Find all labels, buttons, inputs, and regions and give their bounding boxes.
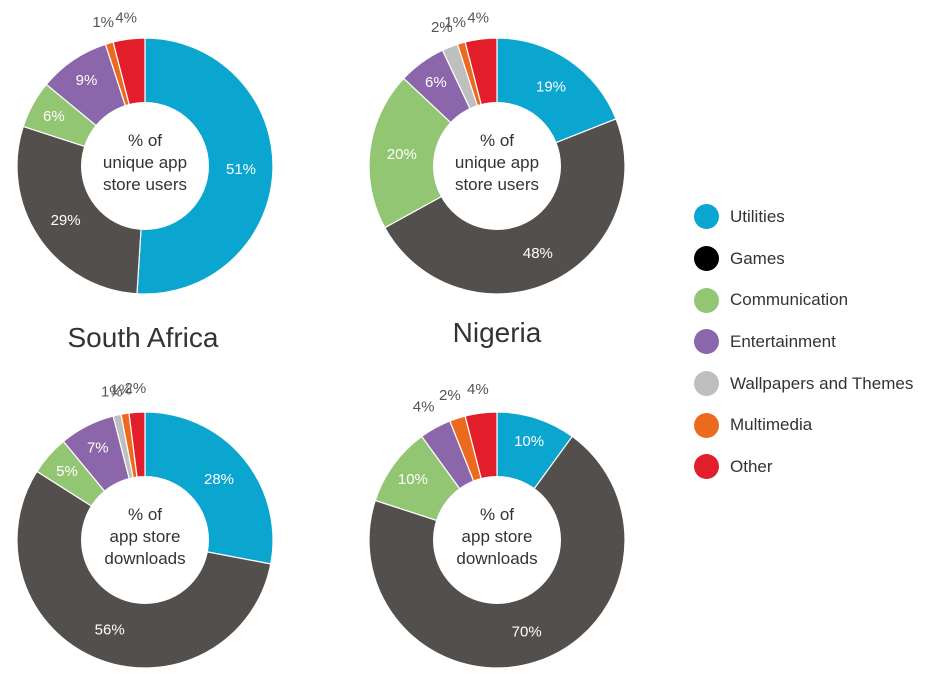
slice-label-wallpapers-and-themes: 1% (101, 383, 123, 400)
slice-label-games: 70% (512, 623, 542, 640)
legend-swatch-games (694, 246, 719, 272)
donut-chart-1: 51% 29% 6% 9% 1% 4% % of unique app store users (16, 9, 274, 295)
donut-chart-2: 19% 48% 20% 6% 2%1% 4% % of unique app store use… (368, 9, 626, 295)
slice-label-utilities: 19% (536, 79, 566, 96)
slice-label-other: 4% (467, 9, 489, 26)
slice-label-utilities: 28% (204, 471, 234, 488)
center-label-line: downloads (104, 549, 185, 568)
slice-label-games: 29% (51, 212, 81, 229)
legend-label: Communication (730, 290, 849, 310)
legend-item-entertainment: Entertainment (694, 321, 913, 363)
legend-swatch-other (694, 454, 719, 480)
legend-label: Games (730, 248, 785, 268)
center-label-line: % of (480, 131, 514, 150)
donut-chart-3: 28% 56% 5% 7% 1%1%2% % of app store downloads (16, 380, 274, 669)
center-label-line: unique app (455, 153, 539, 172)
center-label-line: % of (480, 505, 514, 524)
center-label-line: unique app (103, 153, 187, 172)
slice-label-entertainment: 9% (76, 72, 98, 89)
slice-label-multimedia: 1% (92, 14, 114, 31)
slice-label-wallpapers-and-themes: 2% (431, 19, 453, 36)
title-nigeria: Nigeria (452, 317, 542, 348)
slice-label-multimedia: 2% (439, 387, 461, 404)
slice-label-communication: 6% (43, 108, 65, 125)
slice-label-communication: 10% (398, 471, 428, 488)
center-label-line: % of (128, 131, 162, 150)
legend-label: Multimedia (730, 415, 813, 435)
legend-item-utilities: Utilities (694, 196, 913, 238)
slice-label-multimedia: 1% (444, 14, 466, 31)
slice-label-utilities: 10% (514, 433, 544, 450)
slice-label-entertainment: 6% (425, 74, 447, 91)
center-label-line: app store (110, 527, 181, 546)
slice-label-games: 48% (523, 245, 553, 262)
center-label-line: app store (462, 527, 533, 546)
center-label-line: store users (455, 175, 539, 194)
legend: Utilities Games Communication Entertainm… (694, 196, 913, 488)
slice-label-entertainment: 7% (87, 439, 109, 456)
legend-swatch-entertainment (694, 329, 719, 355)
slice-label-utilities: 51% (226, 161, 256, 178)
center-label-line: downloads (456, 549, 537, 568)
donut-hole (433, 476, 561, 604)
slice-label-multimedia: 1% (110, 382, 132, 399)
slice-label-other: 4% (467, 381, 489, 398)
slice-label-communication: 20% (387, 146, 417, 163)
center-label-line: store users (103, 175, 187, 194)
slice-label-communication: 5% (56, 463, 78, 480)
legend-swatch-wallpapers-and-themes (694, 371, 719, 397)
slice-label-other: 4% (115, 9, 137, 26)
center-label-line: % of (128, 505, 162, 524)
slice-label-other: 2% (125, 380, 147, 397)
legend-item-games: Games (694, 238, 913, 280)
legend-label: Wallpapers and Themes (730, 373, 914, 393)
slice-label-entertainment: 4% (413, 399, 435, 416)
legend-swatch-multimedia (694, 412, 719, 438)
slice-communication (368, 77, 499, 229)
donut-hole (433, 102, 561, 230)
legend-item-communication: Communication (694, 279, 913, 321)
legend-item-wallpapers-and-themes: Wallpapers and Themes (694, 363, 913, 405)
legend-label: Entertainment (730, 331, 836, 351)
donut-hole (81, 102, 209, 230)
title-south-africa: South Africa (67, 322, 219, 353)
legend-item-other: Other (694, 446, 913, 488)
legend-swatch-utilities (694, 204, 719, 230)
legend-label: Utilities (730, 206, 785, 226)
donut-hole (81, 476, 209, 604)
slice-label-games: 56% (95, 621, 125, 638)
legend-swatch-communication (694, 287, 719, 313)
legend-label: Other (730, 456, 773, 476)
legend-item-multimedia: Multimedia (694, 404, 913, 446)
